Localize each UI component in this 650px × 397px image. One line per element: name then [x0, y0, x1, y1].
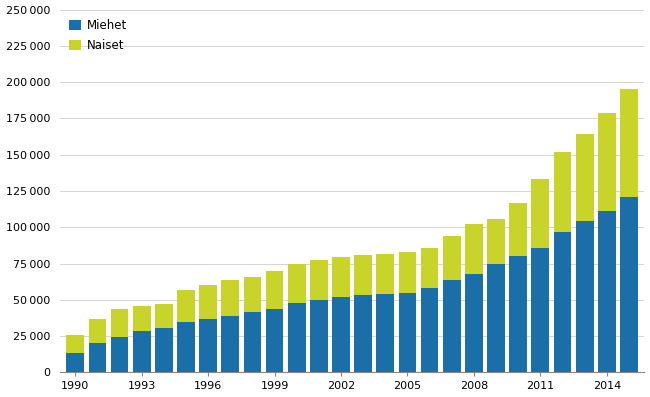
Bar [376, 294, 394, 372]
Bar [554, 152, 571, 231]
Bar [421, 288, 439, 372]
Bar [88, 343, 107, 372]
Bar [398, 293, 417, 372]
Bar [620, 197, 638, 372]
Bar [465, 274, 483, 372]
Bar [332, 257, 350, 297]
Bar [598, 113, 616, 211]
Bar [66, 353, 84, 372]
Bar [111, 337, 129, 372]
Bar [266, 271, 283, 309]
Bar [532, 179, 549, 248]
Bar [465, 224, 483, 274]
Bar [222, 280, 239, 316]
Bar [200, 319, 217, 372]
Bar [576, 222, 593, 372]
Legend: Miehet, Naiset: Miehet, Naiset [66, 15, 131, 56]
Bar [288, 303, 305, 372]
Bar [310, 260, 328, 300]
Bar [598, 211, 616, 372]
Bar [177, 322, 195, 372]
Bar [133, 331, 151, 372]
Bar [177, 291, 195, 322]
Bar [332, 297, 350, 372]
Bar [155, 328, 173, 372]
Bar [532, 248, 549, 372]
Bar [443, 280, 461, 372]
Bar [510, 256, 527, 372]
Bar [155, 304, 173, 328]
Bar [88, 320, 107, 343]
Bar [488, 219, 505, 264]
Bar [222, 316, 239, 372]
Bar [244, 277, 261, 312]
Bar [376, 254, 394, 294]
Bar [398, 252, 417, 293]
Bar [443, 236, 461, 280]
Bar [266, 309, 283, 372]
Bar [200, 285, 217, 319]
Bar [421, 248, 439, 288]
Bar [288, 264, 305, 303]
Bar [620, 89, 638, 197]
Bar [576, 134, 593, 222]
Bar [66, 335, 84, 353]
Bar [310, 300, 328, 372]
Bar [111, 308, 129, 337]
Bar [488, 264, 505, 372]
Bar [133, 306, 151, 331]
Bar [554, 231, 571, 372]
Bar [354, 255, 372, 295]
Bar [244, 312, 261, 372]
Bar [510, 202, 527, 256]
Bar [354, 295, 372, 372]
